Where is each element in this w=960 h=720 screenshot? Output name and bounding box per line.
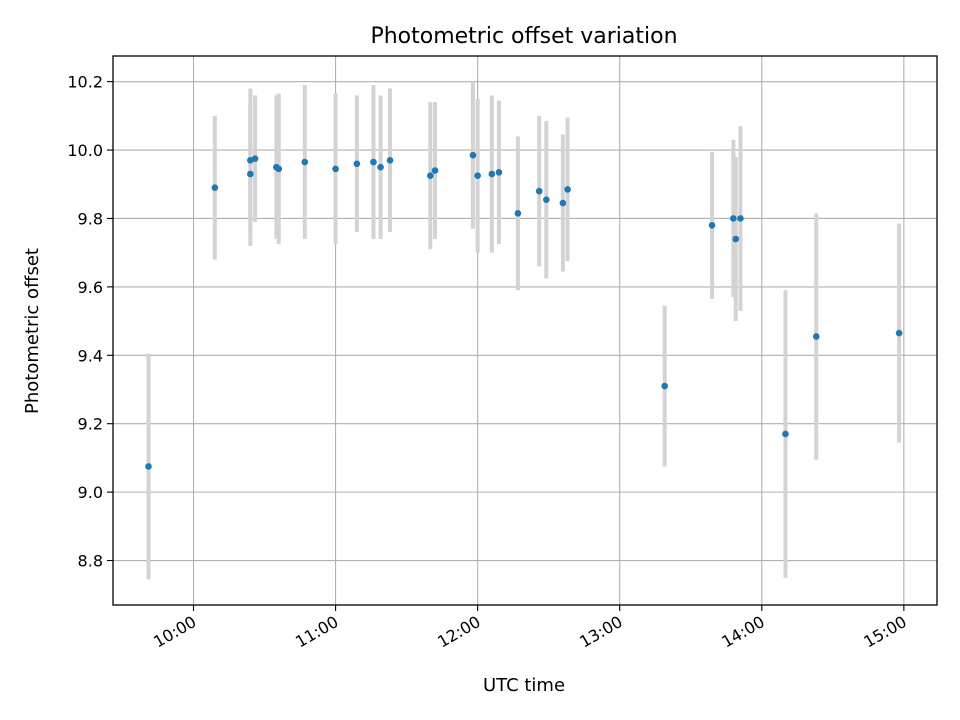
y-tick-label: 9.4	[78, 346, 103, 365]
data-point	[426, 172, 434, 180]
y-tick-label: 9.0	[78, 483, 103, 502]
data-point	[730, 215, 737, 222]
x-axis-label: UTC time	[483, 675, 565, 696]
data-point	[247, 170, 254, 178]
data-point	[431, 167, 439, 174]
chart-title: Photometric offset variation	[370, 24, 677, 49]
data-point	[495, 168, 503, 176]
data-point	[488, 170, 496, 178]
data-point	[211, 184, 219, 191]
y-axis: 8.8 9.0 9.2 9.4 9.6 9.8 10.0 10.2	[67, 73, 113, 571]
data-point	[386, 157, 394, 164]
y-tick-label: 10.2	[67, 73, 103, 92]
data-point	[275, 165, 283, 173]
y-tick-label: 9.2	[78, 415, 103, 434]
data-point	[708, 222, 716, 229]
data-point	[782, 430, 789, 438]
data-point	[377, 163, 384, 171]
data-point	[732, 235, 740, 243]
data-point	[895, 329, 903, 337]
data-point	[737, 215, 744, 222]
data-points	[145, 151, 903, 470]
y-tick-label: 8.8	[78, 552, 103, 571]
data-point	[145, 463, 152, 470]
data-point	[514, 210, 522, 217]
plot-frame	[112, 55, 938, 606]
data-point	[301, 158, 309, 166]
data-point	[469, 151, 477, 159]
data-point	[661, 382, 669, 390]
data-point	[332, 165, 339, 173]
data-point	[559, 199, 567, 207]
y-tick-label: 10.0	[67, 141, 103, 160]
data-point	[535, 187, 543, 195]
data-point	[370, 158, 377, 166]
data-point	[564, 186, 571, 193]
data-point	[474, 172, 481, 180]
y-tick-label: 9.6	[78, 278, 103, 297]
data-point	[251, 155, 259, 162]
y-tick-label: 9.8	[78, 209, 103, 228]
y-axis-label: Photometric offset	[22, 248, 43, 414]
data-point	[812, 333, 820, 340]
data-point	[353, 160, 361, 168]
data-point	[543, 196, 550, 203]
